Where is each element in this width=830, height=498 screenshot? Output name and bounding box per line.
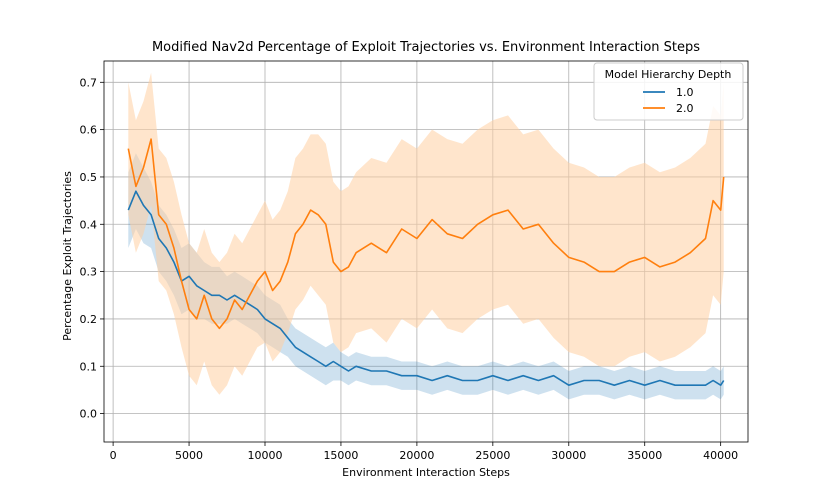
y-axis-label: Percentage Exploit Trajectories (61, 171, 74, 341)
x-axis-label: Environment Interaction Steps (342, 466, 510, 479)
line-series-2-0 (127, 138, 725, 330)
chart-title: Modified Nav2d Percentage of Exploit Tra… (152, 40, 700, 55)
band-series-2-0 (128, 72, 724, 395)
x-tick-label: 30000 (551, 449, 586, 462)
y-tick-label: 0.1 (80, 360, 98, 373)
axes-frame (103, 60, 749, 443)
x-tick-label: 15000 (323, 449, 358, 462)
x-tick-label: 5000 (175, 449, 203, 462)
series-lines (127, 138, 725, 387)
legend-box (593, 62, 744, 121)
confidence-bands (128, 72, 724, 400)
x-axis-ticks: 0 5000 10000 15000 20000 25000 30000 35000 40000 (110, 442, 738, 462)
y-tick-label: 0.0 (80, 408, 98, 421)
legend-label-2-0: 2.0 (676, 102, 694, 115)
legend-label-1-0: 1.0 (676, 86, 694, 99)
y-tick-label: 0.3 (80, 266, 98, 279)
legend-title: Model Hierarchy Depth (605, 68, 732, 81)
x-tick-label: 35000 (627, 449, 662, 462)
y-tick-label: 0.2 (80, 313, 98, 326)
legend: Model Hierarchy Depth 1.0 2.0 (593, 62, 744, 121)
x-tick-label: 40000 (703, 449, 738, 462)
x-tick-label: 0 (110, 449, 117, 462)
line-series-1-0 (127, 190, 725, 387)
y-tick-label: 0.7 (80, 76, 98, 89)
x-tick-label: 25000 (475, 449, 510, 462)
y-tick-label: 0.5 (80, 171, 98, 184)
x-tick-label: 20000 (399, 449, 434, 462)
y-tick-label: 0.4 (80, 218, 98, 231)
y-axis-ticks: 0.0 0.1 0.2 0.3 0.4 0.5 0.6 0.7 (80, 76, 104, 421)
x-tick-label: 10000 (248, 449, 283, 462)
y-tick-label: 0.6 (80, 124, 98, 137)
